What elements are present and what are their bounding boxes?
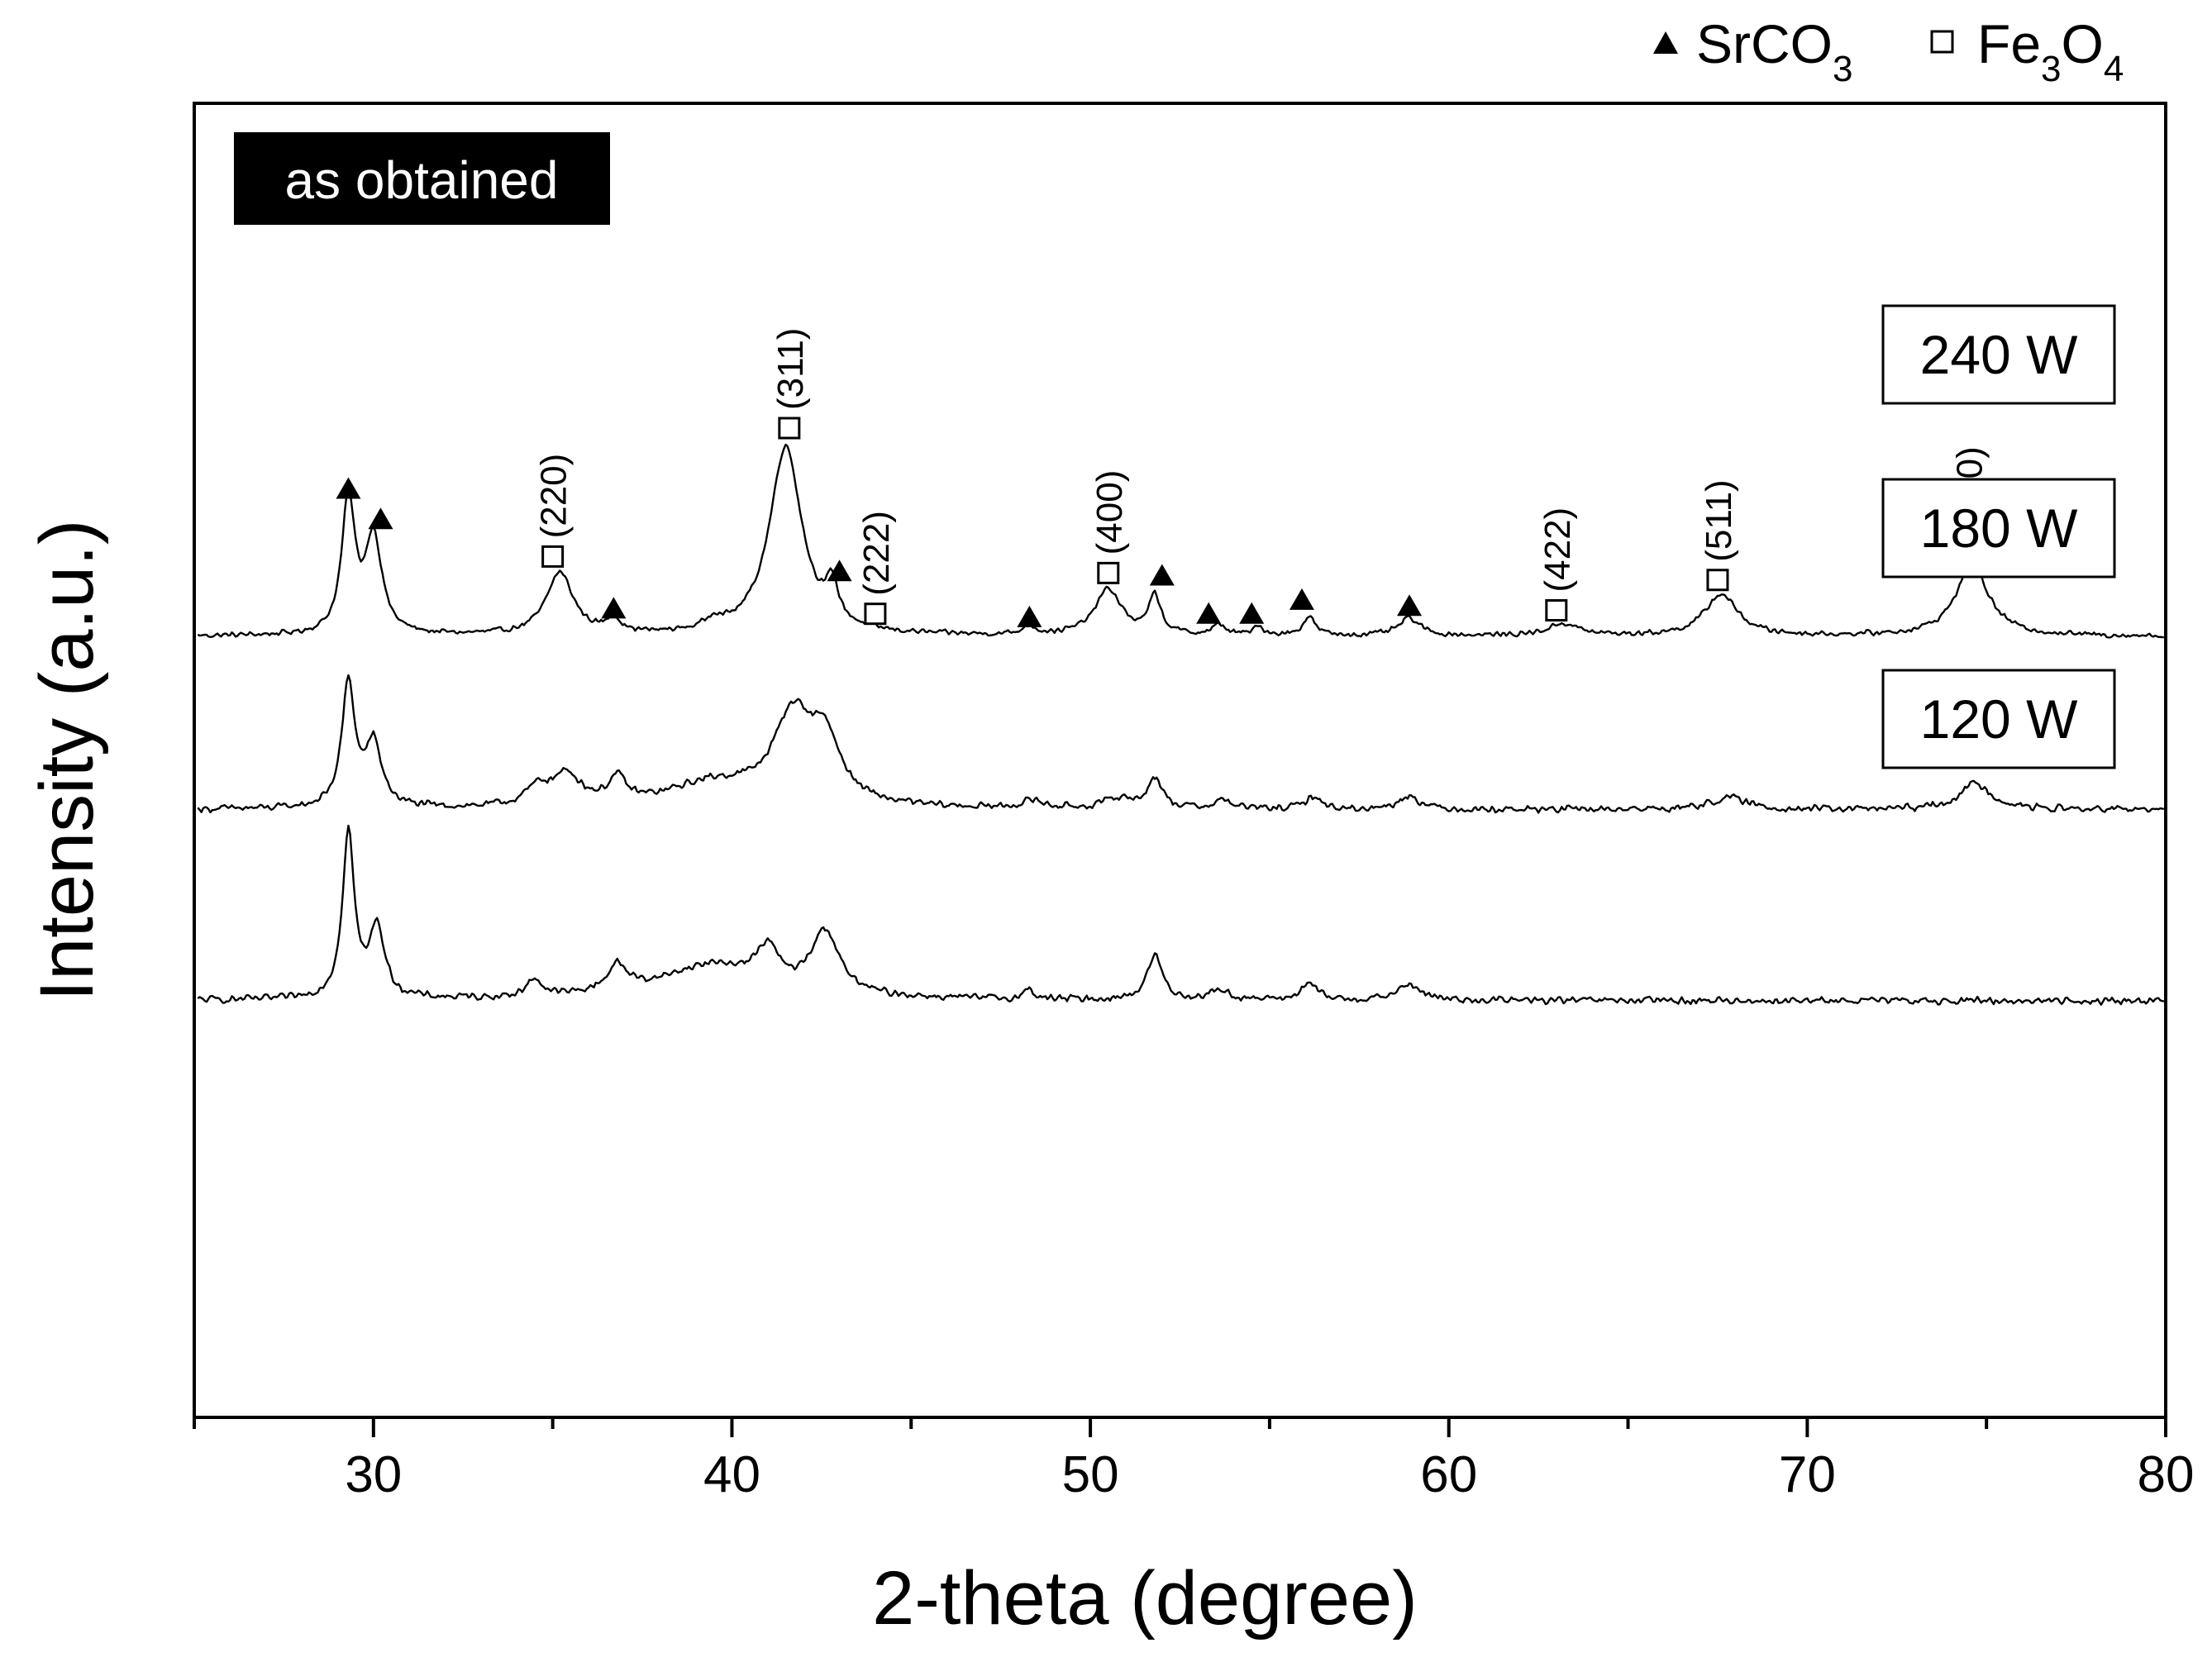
hkl-label: (400) [1089,470,1130,555]
x-tick-label: 40 [703,1446,760,1503]
fe3o4-marker-icon [1097,561,1120,584]
x-tick-label: 30 [345,1446,402,1503]
fe3o4-marker-icon [1706,569,1729,592]
series-label-text: 240 W [1920,324,2078,385]
sample-badge-text: as obtained [285,150,559,210]
x-tick-label: 70 [1779,1446,1836,1503]
xrd-curves [197,443,2165,1006]
x-axis-ticks [193,1417,2167,1437]
hkl-label: (220) [534,454,574,539]
x-axis-title: 2-theta (degree) [872,1556,1418,1641]
y-axis-title: Intensity (a.u.) [25,520,109,1002]
srco3-marker-icon [336,477,361,499]
x-tick-label: 80 [2138,1446,2195,1503]
plot-frame [193,102,2167,1419]
srco3-marker-icon [1397,594,1423,617]
series-labels: 240 W 180 W 120 W [1881,304,2116,769]
fe3o4-marker-icon [778,417,801,440]
legend-entry-fe3o4: Fe3O4 [1930,13,2124,89]
x-tick-label: 60 [1420,1446,1477,1503]
fe3o4-marker-icon [1545,599,1568,621]
srco3-marker-icon [827,560,852,582]
srco3-marker-icon [1149,564,1175,586]
series-label-box: 240 W [1881,304,2116,405]
series-label-box: 180 W [1881,478,2116,579]
sample-badge: as obtained [234,132,610,225]
legend-srco3-label: SrCO3 [1696,13,1852,89]
x-axis-tick-labels: 30 40 50 60 70 80 [345,1446,2194,1503]
legend-entry-srco3: SrCO3 [1653,13,1852,89]
hkl-label: (511) [1699,479,1739,561]
fe3o4-marker-icon [864,602,887,626]
xrd-curve-120w [197,824,2165,1006]
series-label-text: 120 W [1920,688,2078,750]
xrd-curve-180w [197,674,2165,814]
legend: SrCO3 Fe3O4 [1653,13,2124,89]
srco3-marker-icon [368,507,393,530]
hkl-label: (222) [856,511,897,596]
series-label-box: 120 W [1881,669,2116,769]
hkl-label: (422) [1537,507,1578,593]
xrd-curve-240w [197,443,2164,639]
legend-square-icon [1930,30,1954,54]
srco3-marker-icon [601,597,627,619]
hkl-label: (311) [770,328,811,410]
x-tick-label: 50 [1062,1446,1119,1503]
legend-triangle-icon [1653,31,1678,54]
srco3-marker-icon [1017,605,1042,627]
srco3-marker-icon [1196,602,1222,624]
srco3-marker-icon [1239,602,1265,624]
legend-fe3o4-label: Fe3O4 [1977,13,2124,89]
srco3-marker-icon [1289,588,1314,610]
fe3o4-marker-icon [541,545,565,568]
series-label-text: 180 W [1920,498,2078,559]
